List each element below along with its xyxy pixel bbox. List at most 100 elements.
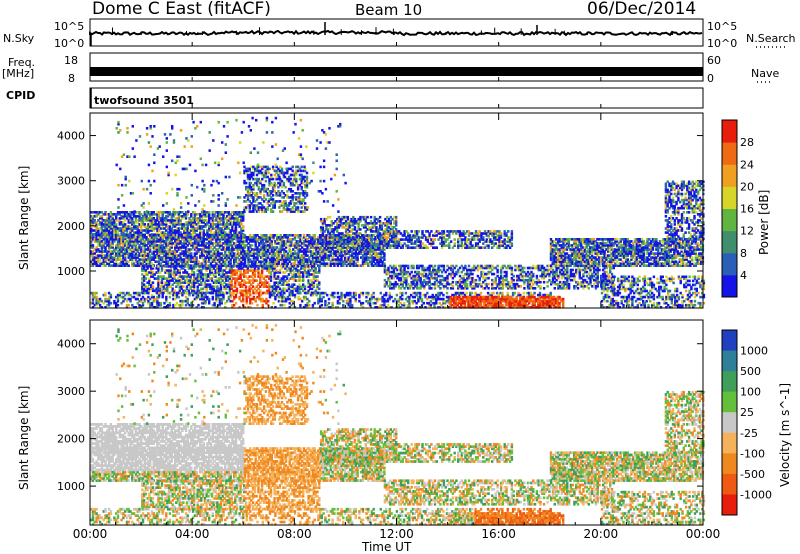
power-cell bbox=[438, 301, 441, 305]
power-cell bbox=[91, 223, 95, 226]
power-cell bbox=[227, 227, 231, 230]
power-cell bbox=[247, 236, 250, 239]
power-cell bbox=[97, 248, 100, 251]
power-cell bbox=[138, 306, 141, 309]
power-cell bbox=[206, 215, 209, 218]
power-cell bbox=[271, 204, 275, 207]
power-cell bbox=[474, 291, 477, 295]
power-cell bbox=[125, 227, 129, 230]
power-cell bbox=[204, 213, 207, 216]
power-cell bbox=[303, 287, 307, 291]
power-cell bbox=[486, 291, 490, 295]
power-cell bbox=[367, 250, 370, 253]
power-cell bbox=[312, 265, 316, 268]
power-cell bbox=[234, 221, 238, 224]
power-cell bbox=[109, 227, 113, 230]
power-cell bbox=[283, 303, 286, 307]
power-cell bbox=[277, 289, 280, 293]
power-cell bbox=[222, 264, 225, 267]
power-cell bbox=[140, 221, 143, 224]
power-cell bbox=[95, 227, 98, 230]
power-cell bbox=[106, 223, 109, 226]
power-cell bbox=[120, 238, 123, 241]
power-cell bbox=[461, 291, 465, 295]
power-cell bbox=[170, 254, 173, 257]
power-cell bbox=[363, 260, 366, 263]
power-cell bbox=[93, 295, 96, 299]
power-cell bbox=[242, 227, 245, 230]
power-cell bbox=[311, 291, 315, 295]
power-cell bbox=[324, 301, 327, 305]
power-cell bbox=[118, 219, 121, 222]
power-cell bbox=[236, 240, 239, 243]
power-cell bbox=[277, 169, 280, 173]
power-cell bbox=[230, 265, 233, 268]
power-cell bbox=[173, 267, 176, 270]
power-cell bbox=[200, 217, 204, 220]
power-cell bbox=[150, 301, 154, 305]
power-cell bbox=[248, 204, 251, 207]
power-cell bbox=[113, 248, 116, 251]
power-cell bbox=[211, 260, 214, 263]
power-cell bbox=[345, 293, 349, 297]
power-cell bbox=[215, 258, 218, 261]
power-cell bbox=[238, 262, 241, 265]
power-cell bbox=[161, 215, 164, 218]
power-cell bbox=[201, 267, 205, 270]
power-cell bbox=[154, 299, 157, 303]
power-cell bbox=[207, 291, 210, 295]
power-cell bbox=[293, 258, 297, 261]
power-cell bbox=[205, 269, 208, 272]
power-cell bbox=[144, 271, 148, 274]
power-cell bbox=[150, 219, 154, 222]
power-cell bbox=[304, 295, 307, 299]
power-cell bbox=[102, 242, 105, 245]
power-cell bbox=[147, 295, 150, 299]
power-cell bbox=[268, 252, 272, 255]
power-cell bbox=[138, 252, 141, 255]
power-cell bbox=[309, 293, 313, 297]
power-cell bbox=[187, 273, 190, 276]
power-cell bbox=[544, 297, 547, 301]
power-cell bbox=[347, 299, 350, 303]
power-cell bbox=[243, 244, 247, 247]
power-cell bbox=[154, 233, 157, 236]
power-cell bbox=[250, 297, 254, 301]
power-cell bbox=[118, 291, 121, 295]
power-cell bbox=[188, 293, 191, 297]
power-cell bbox=[336, 256, 340, 259]
power-cell bbox=[209, 238, 213, 241]
power-cell bbox=[215, 240, 218, 243]
power-cell bbox=[266, 167, 269, 171]
power-cell bbox=[253, 267, 257, 270]
power-cell bbox=[122, 254, 125, 257]
power-cell bbox=[327, 301, 331, 305]
power-cell bbox=[109, 258, 113, 261]
power-cell bbox=[184, 281, 187, 284]
power-cell bbox=[186, 237, 189, 240]
power-cell bbox=[122, 246, 125, 249]
power-cell bbox=[240, 236, 243, 239]
power-cell bbox=[265, 250, 268, 253]
power-cell bbox=[93, 303, 96, 307]
power-cell bbox=[233, 242, 236, 245]
power-cell bbox=[184, 231, 188, 234]
power-cell bbox=[142, 279, 146, 282]
power-cell bbox=[242, 293, 245, 297]
power-cell bbox=[195, 213, 198, 216]
power-cell bbox=[160, 285, 164, 288]
power-cell bbox=[345, 264, 349, 267]
power-cell bbox=[152, 246, 155, 249]
power-cell bbox=[206, 242, 209, 245]
power-cell bbox=[209, 242, 213, 245]
power-cell bbox=[116, 250, 120, 253]
power-cell bbox=[368, 254, 372, 257]
power-cell bbox=[157, 221, 161, 224]
power-cell bbox=[180, 281, 183, 284]
power-cell bbox=[166, 262, 170, 265]
power-cell bbox=[267, 244, 270, 247]
power-cell bbox=[268, 283, 271, 286]
power-cell bbox=[132, 306, 136, 309]
power-cell bbox=[142, 267, 146, 270]
power-cell bbox=[90, 242, 93, 245]
